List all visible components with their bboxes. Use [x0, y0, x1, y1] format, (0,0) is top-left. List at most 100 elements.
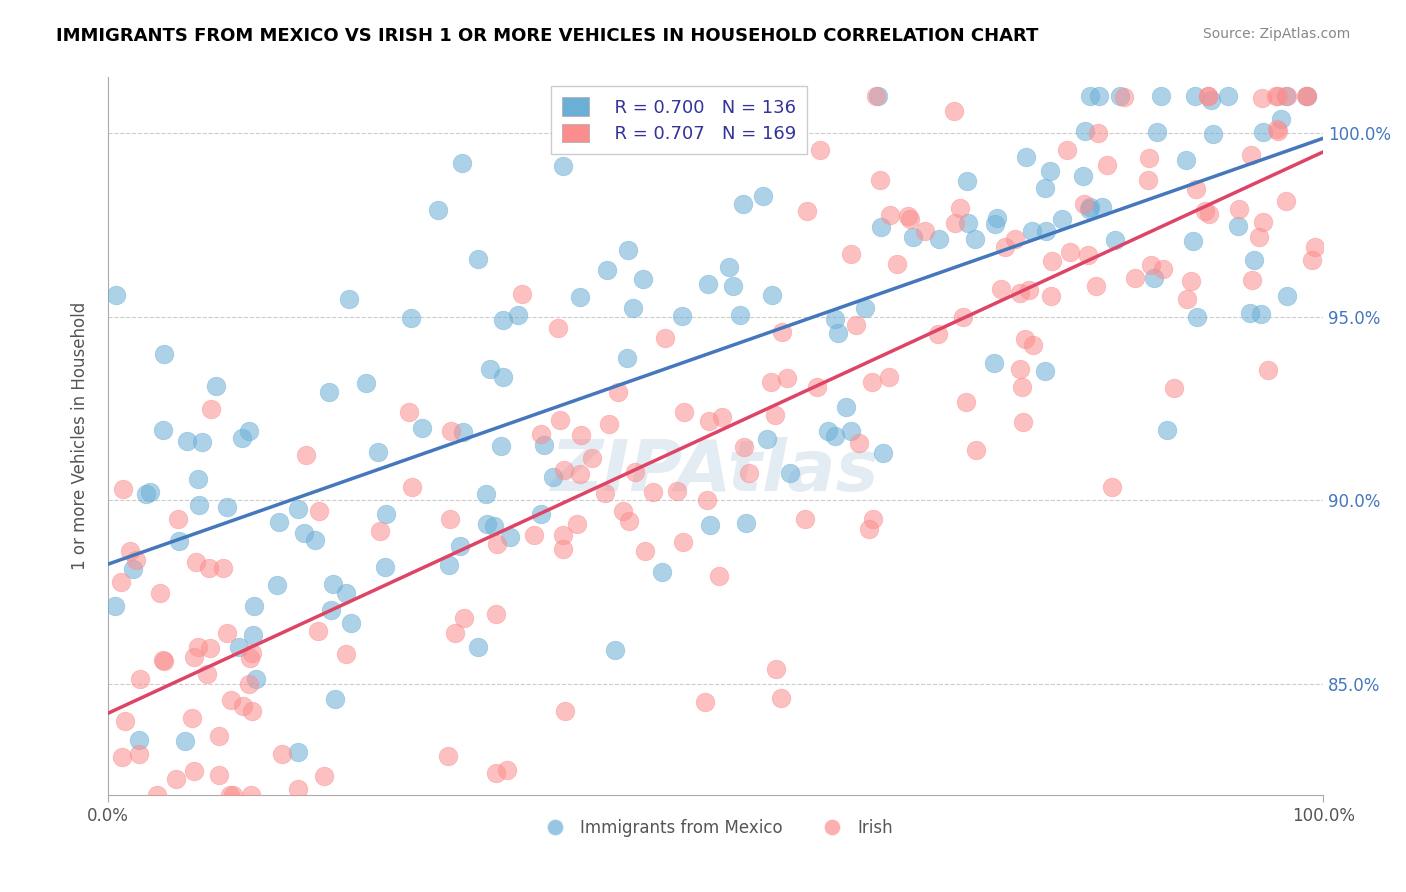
Immigrants from Mexico	[318, 384, 340, 399]
Irish	[1137, 151, 1160, 165]
Irish	[955, 395, 977, 409]
Irish	[709, 569, 731, 583]
Immigrants from Mexico	[475, 516, 498, 531]
Immigrants from Mexico	[1226, 219, 1249, 234]
Immigrants from Mexico	[1149, 88, 1171, 103]
Irish	[1095, 158, 1118, 172]
Irish	[523, 528, 546, 542]
Immigrants from Mexico	[245, 673, 267, 687]
Irish	[485, 607, 508, 622]
Immigrants from Mexico	[367, 445, 389, 459]
Irish	[110, 574, 132, 589]
Irish	[401, 480, 423, 494]
Irish	[129, 672, 152, 686]
Irish	[437, 749, 460, 764]
Immigrants from Mexico	[1143, 271, 1166, 285]
Irish	[238, 677, 260, 691]
Irish	[793, 512, 815, 526]
Immigrants from Mexico	[651, 566, 673, 580]
Immigrants from Mexico	[1296, 88, 1319, 103]
Irish	[1101, 480, 1123, 494]
Immigrants from Mexico	[451, 156, 474, 170]
Immigrants from Mexico	[1156, 423, 1178, 437]
Irish	[654, 331, 676, 345]
Immigrants from Mexico	[484, 518, 506, 533]
Irish	[186, 555, 208, 569]
Irish	[898, 211, 921, 226]
Immigrants from Mexico	[467, 252, 489, 266]
Irish	[398, 405, 420, 419]
Immigrants from Mexico	[756, 433, 779, 447]
Immigrants from Mexico	[621, 301, 644, 315]
Immigrants from Mexico	[734, 516, 756, 530]
Immigrants from Mexico	[104, 599, 127, 613]
Immigrants from Mexico	[1108, 88, 1130, 103]
Irish	[198, 640, 221, 655]
Irish	[1185, 182, 1208, 196]
Immigrants from Mexico	[605, 643, 627, 657]
Irish	[1267, 124, 1289, 138]
Immigrants from Mexico	[963, 232, 986, 246]
Immigrants from Mexico	[190, 435, 212, 450]
Immigrants from Mexico	[733, 197, 755, 211]
Immigrants from Mexico	[853, 301, 876, 316]
Immigrants from Mexico	[339, 615, 361, 630]
Irish	[1136, 173, 1159, 187]
Immigrants from Mexico	[631, 272, 654, 286]
Irish	[111, 749, 134, 764]
Irish	[146, 788, 169, 802]
Irish	[942, 104, 965, 119]
Irish	[208, 729, 231, 743]
Irish	[1197, 88, 1219, 103]
Immigrants from Mexico	[105, 288, 128, 302]
Irish	[1163, 381, 1185, 395]
Irish	[1084, 278, 1107, 293]
Irish	[696, 493, 718, 508]
Irish	[548, 413, 571, 427]
Irish	[219, 788, 242, 802]
Immigrants from Mexico	[824, 312, 846, 326]
Immigrants from Mexico	[752, 188, 775, 202]
Irish	[1140, 258, 1163, 272]
Immigrants from Mexico	[872, 446, 894, 460]
Irish	[1040, 253, 1063, 268]
Irish	[845, 318, 868, 333]
Immigrants from Mexico	[354, 376, 377, 391]
Immigrants from Mexico	[242, 599, 264, 614]
Immigrants from Mexico	[1251, 125, 1274, 139]
Immigrants from Mexico	[374, 560, 396, 574]
Irish	[125, 553, 148, 567]
Irish	[183, 764, 205, 778]
Immigrants from Mexico	[553, 159, 575, 173]
Irish	[1073, 196, 1095, 211]
Irish	[510, 286, 533, 301]
Irish	[641, 484, 664, 499]
Irish	[1240, 273, 1263, 287]
Immigrants from Mexico	[986, 211, 1008, 225]
Immigrants from Mexico	[533, 437, 555, 451]
Irish	[239, 650, 262, 665]
Irish	[232, 699, 254, 714]
Irish	[886, 256, 908, 270]
Irish	[439, 512, 461, 526]
Irish	[994, 240, 1017, 254]
Irish	[120, 544, 142, 558]
Irish	[553, 528, 575, 542]
Immigrants from Mexico	[870, 219, 893, 234]
Immigrants from Mexico	[1202, 128, 1225, 142]
Immigrants from Mexico	[128, 733, 150, 747]
Irish	[770, 325, 793, 339]
Irish	[738, 466, 761, 480]
Immigrants from Mexico	[231, 431, 253, 445]
Irish	[496, 763, 519, 777]
Irish	[914, 224, 936, 238]
Immigrants from Mexico	[322, 577, 344, 591]
Irish	[240, 646, 263, 660]
Immigrants from Mexico	[1146, 125, 1168, 139]
Irish	[307, 624, 329, 639]
Irish	[633, 543, 655, 558]
Irish	[312, 769, 335, 783]
Irish	[897, 210, 920, 224]
Immigrants from Mexico	[1275, 289, 1298, 303]
Immigrants from Mexico	[671, 309, 693, 323]
